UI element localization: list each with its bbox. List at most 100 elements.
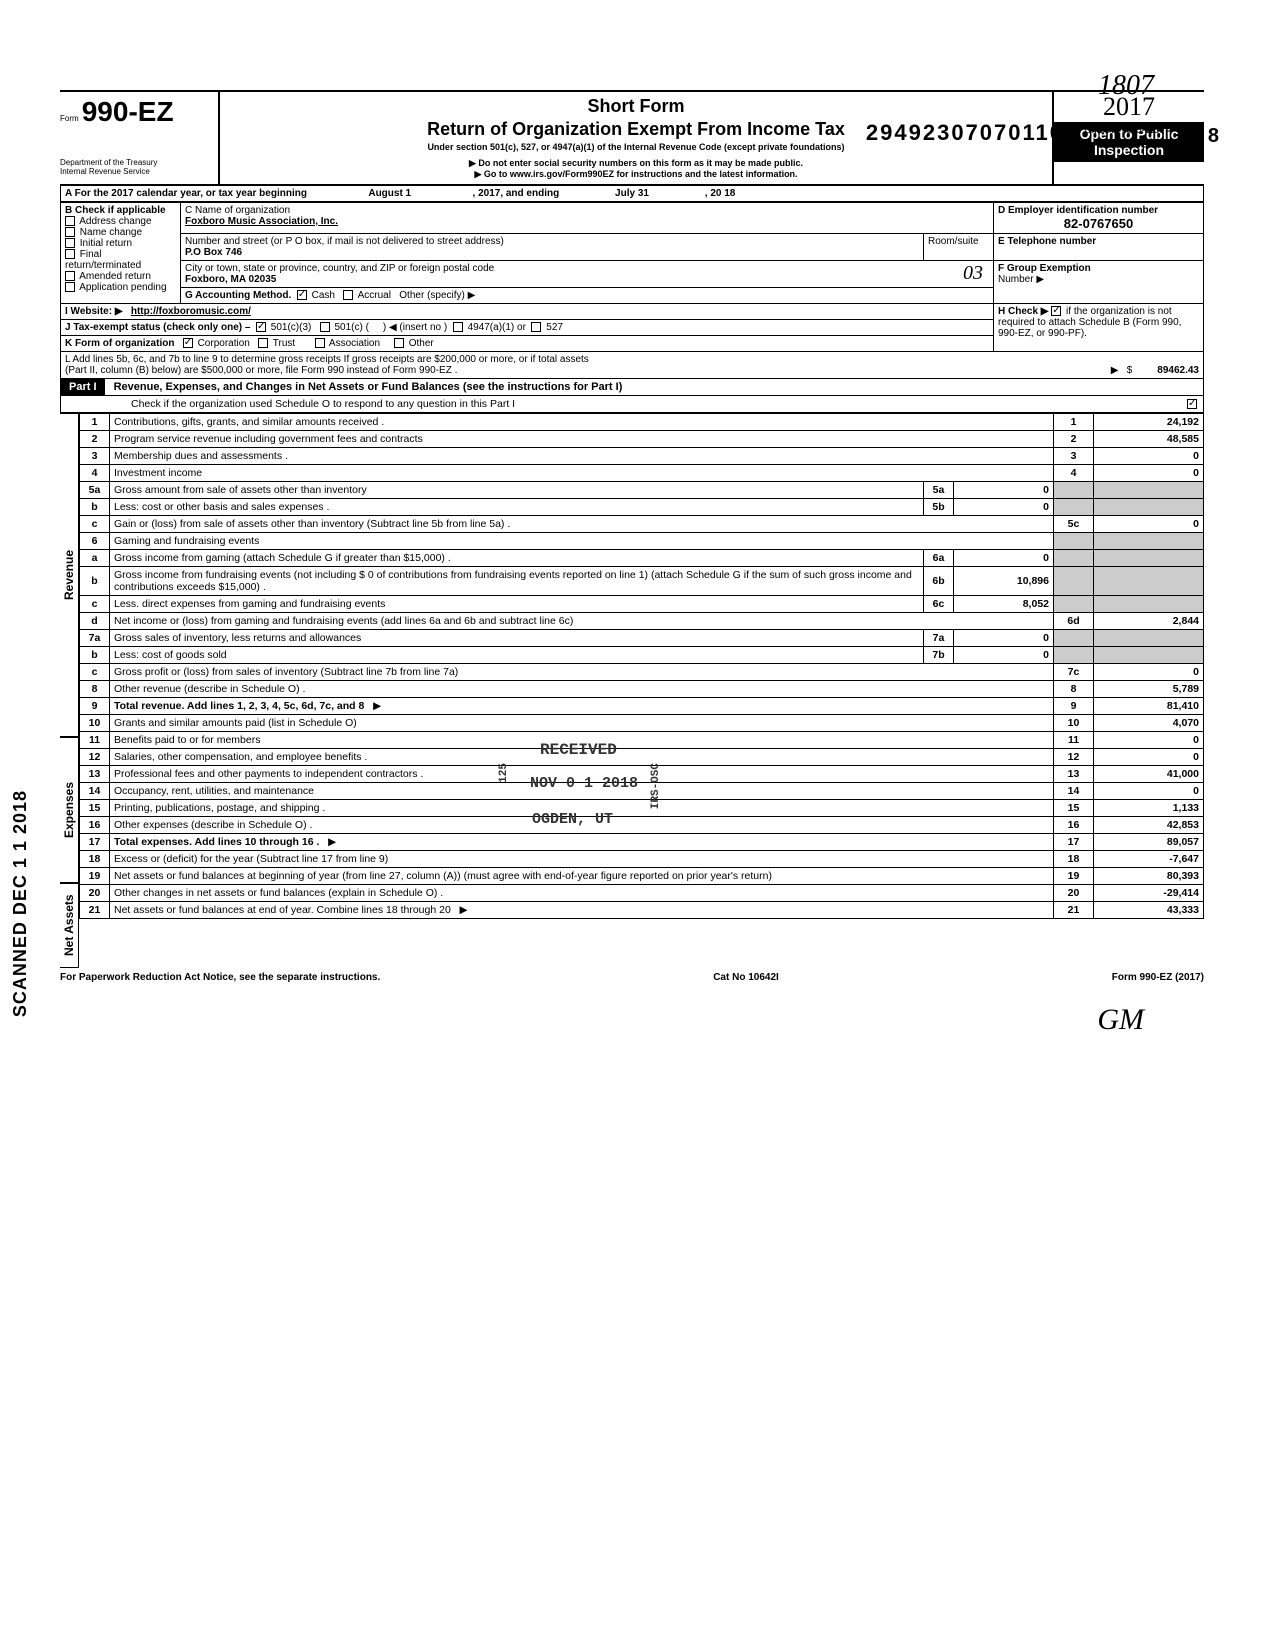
part1-label: Part I [61,379,105,395]
lines-table: 1Contributions, gifts, grants, and simil… [79,413,1204,919]
row-a-prefix: A For the 2017 calendar year, or tax yea… [65,188,307,199]
dept-treasury: Department of the Treasury [60,158,210,167]
line-6: 6Gaming and fundraising events [80,533,1204,550]
k-corp: Corporation [198,338,250,349]
l-row: L Add lines 5b, 6c, and 7b to line 9 to … [61,352,1204,379]
line-11: 11Benefits paid to or for members110 [80,732,1204,749]
year-end: July 31 [562,188,702,199]
b-name-change: Name change [80,227,142,238]
chk-4947[interactable] [453,322,463,332]
b-final: Final return/terminated [65,249,141,271]
line-15: 15Printing, publications, postage, and s… [80,800,1204,817]
chk-final[interactable] [65,249,75,259]
f-label: F Group Exemption [998,263,1091,274]
l-text2: (Part II, column (B) below) are $500,000… [65,365,457,376]
k-other: Other [409,338,434,349]
part1-check-row: Check if the organization used Schedule … [60,395,1204,413]
i-website-row: I Website: ▶ http://foxboromusic.com/ [61,304,994,320]
chk-501c3[interactable] [256,322,266,332]
d-ein-cell: D Employer identification number 82-0767… [994,203,1204,234]
chk-cash[interactable] [297,290,307,300]
line-21: 21Net assets or fund balances at end of … [80,902,1204,919]
j-row: J Tax-exempt status (check only one) – 5… [61,320,994,336]
website-value: http://foxboromusic.com/ [131,306,251,317]
k-row: K Form of organization Corporation Trust… [61,336,994,352]
addr-label: Number and street (or P O box, if mail i… [185,236,504,247]
chk-h[interactable] [1051,306,1061,316]
part1-title: Revenue, Expenses, and Changes in Net As… [108,379,629,395]
line-9: 9Total revenue. Add lines 1, 2, 3, 4, 5c… [80,698,1204,715]
j-501c: 501(c) ( [334,322,368,333]
line-6c: cLess. direct expenses from gaming and f… [80,596,1204,613]
form-number: 990-EZ [82,96,174,127]
chk-trust[interactable] [258,338,268,348]
g-accrual: Accrual [358,290,391,301]
chk-part1-schedO[interactable] [1187,399,1197,409]
stamp-ogden: OGDEN, UT [532,811,613,828]
row-a-tax-year: A For the 2017 calendar year, or tax yea… [60,186,1204,202]
form-page: SCANNED DEC 1 1 2018 1807 29492307070110… [60,90,1204,1037]
part1-check-text: Check if the organization used Schedule … [131,398,515,410]
chk-501c[interactable] [320,322,330,332]
line-7b: bLess: cost of goods sold7b0 [80,647,1204,664]
k-assoc: Association [329,338,380,349]
chk-name-change[interactable] [65,227,75,237]
g-other: Other (specify) ▶ [399,290,475,301]
g-cash: Cash [312,290,335,301]
lines-tables: 1Contributions, gifts, grants, and simil… [79,413,1204,968]
col-b: B Check if applicable Address change Nam… [61,203,181,304]
meta-table: B Check if applicable Address change Nam… [60,202,1204,379]
line-19: 19Net assets or fund balances at beginni… [80,868,1204,885]
chk-initial[interactable] [65,238,75,248]
chk-amended[interactable] [65,271,75,281]
b-amended: Amended return [79,271,151,282]
ein-value: 82-0767650 [998,216,1199,231]
city-label: City or town, state or province, country… [185,263,494,274]
year-begin: August 1 [310,188,470,199]
org-name: Foxboro Music Association, Inc. [185,216,338,227]
open-public-line2: Inspection [1058,142,1200,158]
chk-accrual[interactable] [343,290,353,300]
addr-value: P.O Box 746 [185,247,242,258]
page-footer: For Paperwork Reduction Act Notice, see … [60,968,1204,983]
j-insert: ) ◀ (insert no ) [383,322,447,333]
c-label: C Name of organization [185,205,290,216]
k-trust: Trust [273,338,295,349]
i-label: I Website: ▶ [65,306,123,317]
l-text1: L Add lines 5b, 6c, and 7b to line 9 to … [65,354,589,365]
city-cell: City or town, state or province, country… [181,261,994,288]
vert-expenses: Expenses [60,737,79,883]
chk-corp[interactable] [183,338,193,348]
stamp-125: 125 [498,763,510,783]
footer-left: For Paperwork Reduction Act Notice, see … [60,972,380,983]
b-label: B Check if applicable [65,205,166,216]
top-serial-number: 29492307070110 [866,120,1064,146]
short-form-label: Short Form [224,96,1048,117]
line-7c: cGross profit or (loss) from sales of in… [80,664,1204,681]
line-6a: aGross income from gaming (attach Schedu… [80,550,1204,567]
b-pending: Application pending [79,282,166,293]
vert-labels: Revenue Expenses Net Assets [60,413,79,968]
line-3: 3Membership dues and assessments .30 [80,448,1204,465]
addr-cell: Number and street (or P O box, if mail i… [181,234,924,261]
line-17: 17Total expenses. Add lines 10 through 1… [80,834,1204,851]
g-i-row: G Accounting Method. Cash Accrual Other … [181,288,994,304]
lines-section: RECEIVED NOV 0 1 2018 OGDEN, UT IRS-OSC … [60,413,1204,968]
line-16: 16Other expenses (describe in Schedule O… [80,817,1204,834]
chk-pending[interactable] [65,282,75,292]
handwritten-03: 03 [963,262,983,285]
line-5b: bLess: cost or other basis and sales exp… [80,499,1204,516]
b-address-change: Address change [79,216,151,227]
chk-assoc[interactable] [315,338,325,348]
chk-address-change[interactable] [65,216,75,226]
city-value: Foxboro, MA 02035 [185,274,276,285]
line-20: 20Other changes in net assets or fund ba… [80,885,1204,902]
chk-kother[interactable] [394,338,404,348]
room-label: Room/suite [928,236,979,247]
row-a-yearsuffix: , 20 18 [705,188,736,199]
vert-revenue: Revenue [60,413,79,737]
line-10: 10Grants and similar amounts paid (list … [80,715,1204,732]
chk-527[interactable] [531,322,541,332]
margin-digit-8: 8 [1208,125,1219,148]
omb-number: OMB No 1545-1150 [1085,125,1164,135]
